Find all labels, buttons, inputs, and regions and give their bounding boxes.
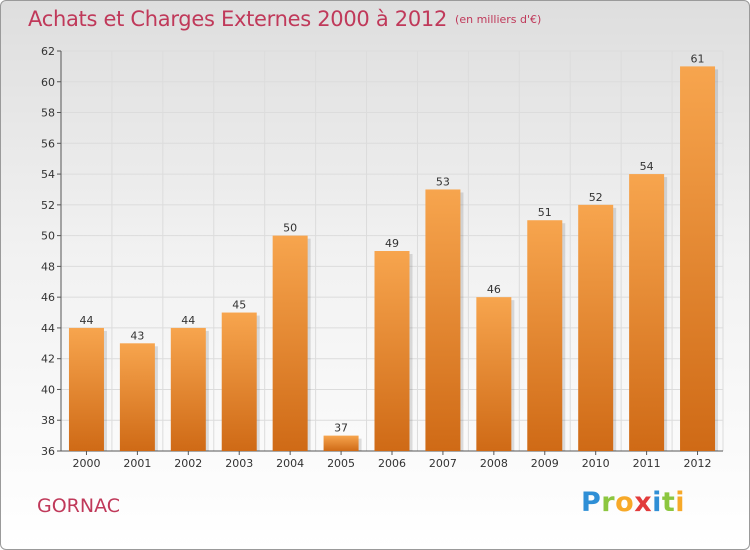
- y-tick-label: 54: [41, 168, 55, 181]
- data-label: 51: [538, 206, 552, 219]
- data-labels: 44 43 44 45 50 37 49 53 46 51 52 54 61: [79, 52, 704, 434]
- bar: [680, 66, 716, 451]
- y-tick-label: 44: [41, 322, 55, 335]
- bar: [272, 235, 308, 451]
- bars: [68, 66, 719, 452]
- bar: [374, 251, 410, 451]
- x-tick-label: 2009: [531, 457, 559, 470]
- data-label: 43: [130, 329, 144, 342]
- x-tick-label: 2008: [480, 457, 508, 470]
- x-tick-label: 2007: [429, 457, 457, 470]
- tick-labels: 36 38 40 42 44 46 48 50 52 54 56 58 60 62 2000 2001 2002…: [41, 45, 712, 470]
- y-tick-label: 36: [41, 445, 55, 458]
- x-tick-label: 2002: [174, 457, 202, 470]
- x-tick-label: 2000: [72, 457, 100, 470]
- chart-unit: (en milliers d'€): [455, 13, 542, 26]
- x-tick-label: 2005: [327, 457, 355, 470]
- proxiti-logo: Proxiti: [581, 487, 686, 518]
- y-tick-label: 38: [41, 414, 55, 427]
- commune-name: GORNAC: [37, 495, 121, 517]
- data-label: 46: [487, 283, 501, 296]
- y-tick-label: 48: [41, 260, 55, 273]
- chart-title: Achats et Charges Externes 2000 à 2012 (e…: [28, 7, 541, 31]
- x-tick-label: 2004: [276, 457, 304, 470]
- bar: [323, 435, 359, 451]
- bar: [578, 204, 614, 451]
- bar: [221, 312, 257, 451]
- bar: [425, 189, 461, 451]
- bar: [527, 220, 563, 451]
- x-tick-label: 2001: [123, 457, 151, 470]
- x-tick-label: 2006: [378, 457, 406, 470]
- x-tick-label: 2012: [684, 457, 712, 470]
- y-tick-label: 46: [41, 291, 55, 304]
- data-label: 61: [691, 52, 705, 65]
- chart-title-text: Achats et Charges Externes 2000 à 2012: [28, 7, 448, 31]
- data-label: 44: [181, 314, 195, 327]
- data-label: 45: [232, 299, 246, 312]
- y-tick-label: 58: [41, 107, 55, 120]
- bar: [119, 343, 155, 451]
- bar: [476, 297, 512, 451]
- y-tick-label: 42: [41, 353, 55, 366]
- y-tick-label: 40: [41, 383, 55, 396]
- y-tick-label: 60: [41, 76, 55, 89]
- data-label: 54: [640, 160, 654, 173]
- data-label: 49: [385, 237, 399, 250]
- x-tick-label: 2011: [633, 457, 661, 470]
- y-tick-label: 56: [41, 137, 55, 150]
- data-label: 52: [589, 191, 603, 204]
- bar: [629, 174, 665, 452]
- x-tick-label: 2003: [225, 457, 253, 470]
- data-label: 37: [334, 422, 348, 435]
- bar: [68, 327, 104, 451]
- data-label: 50: [283, 222, 297, 235]
- y-tick-label: 62: [41, 45, 55, 58]
- data-label: 53: [436, 175, 450, 188]
- data-label: 44: [79, 314, 93, 327]
- y-tick-label: 52: [41, 199, 55, 212]
- y-tick-label: 50: [41, 230, 55, 243]
- x-tick-label: 2010: [582, 457, 610, 470]
- bar: [170, 327, 206, 451]
